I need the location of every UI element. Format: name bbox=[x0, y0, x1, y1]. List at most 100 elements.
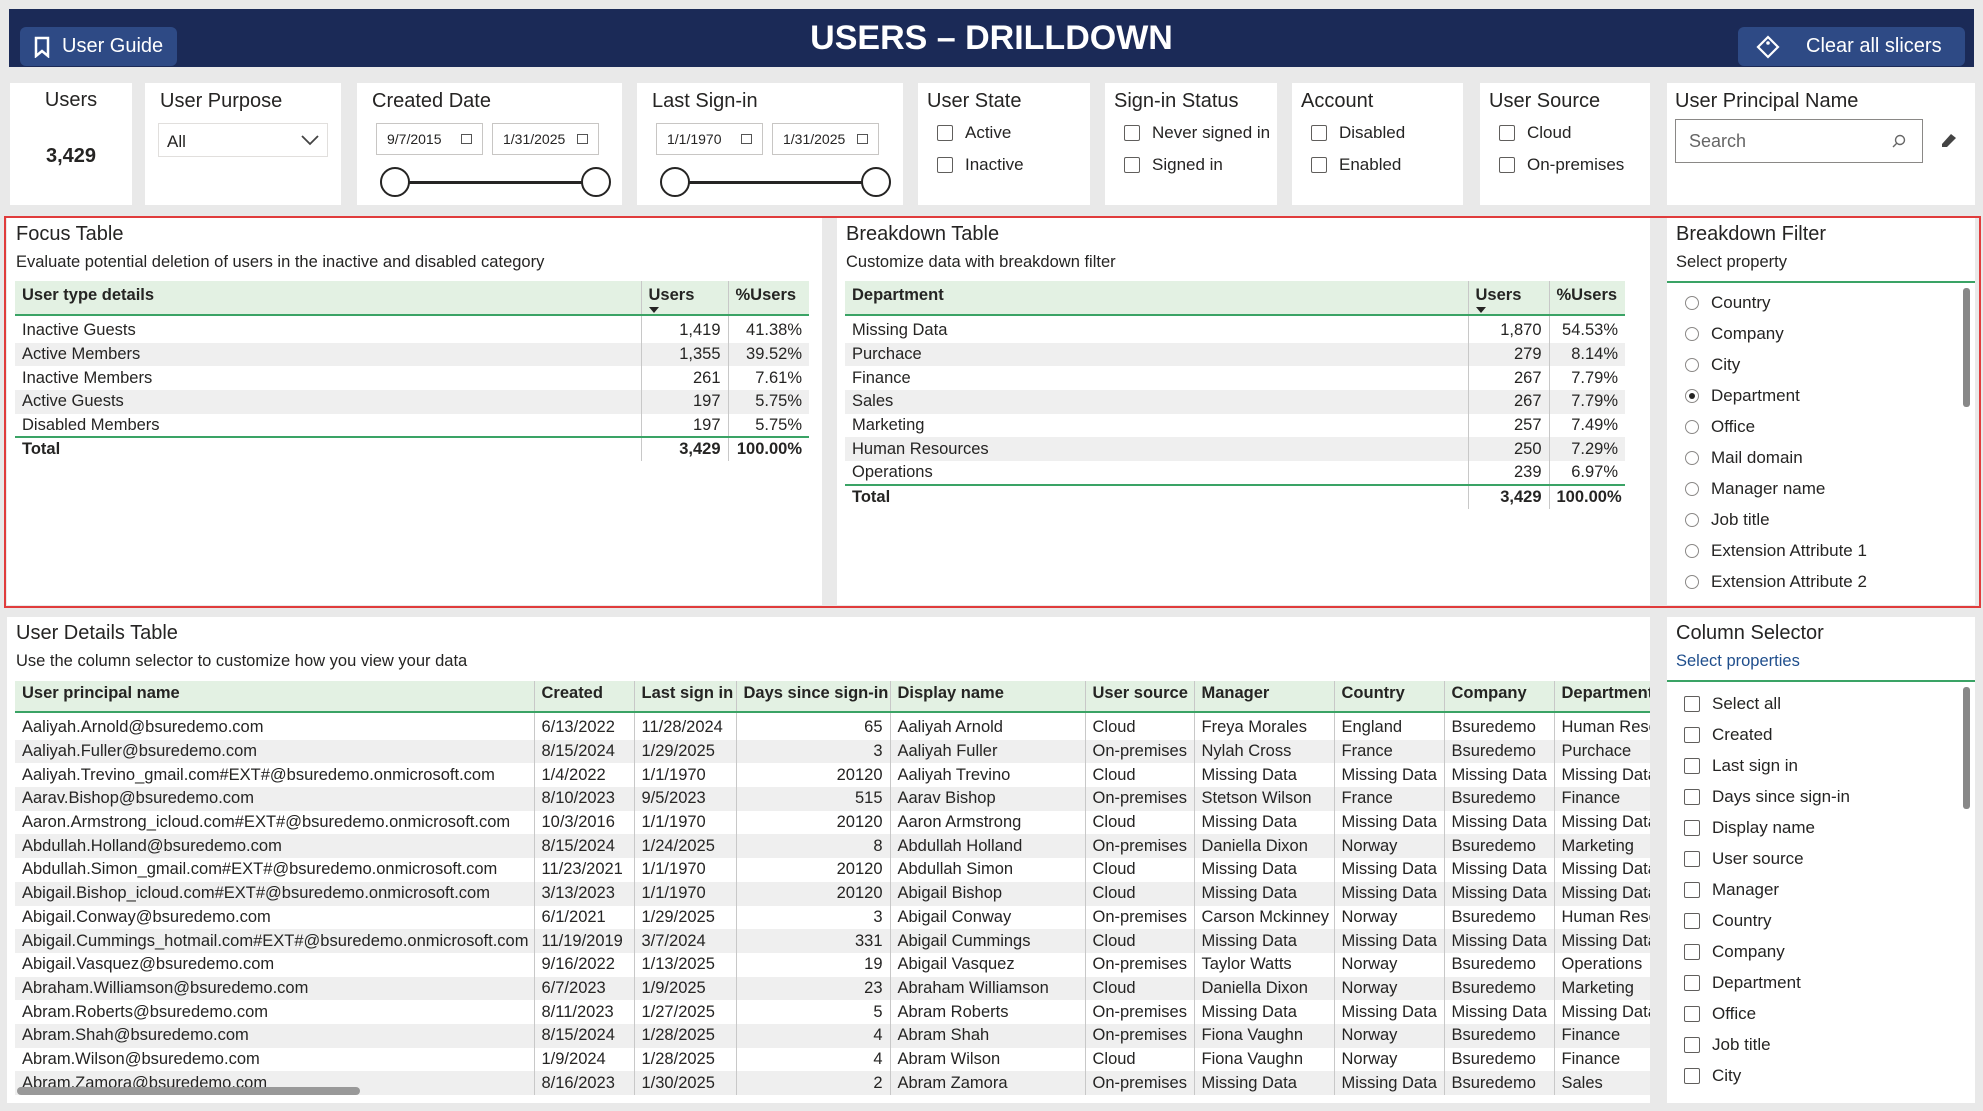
column-header[interactable]: Users bbox=[640, 281, 728, 316]
option[interactable]: City bbox=[1685, 355, 1740, 375]
table-row[interactable]: Aaron.Armstrong_icloud.com#EXT#@bsuredem… bbox=[15, 810, 1650, 835]
checkbox bbox=[1684, 820, 1700, 836]
option[interactable]: Extension Attribute 1 bbox=[1685, 541, 1867, 561]
table-row[interactable]: Sales 267 7.79% bbox=[845, 390, 1625, 414]
column-header[interactable]: User source bbox=[1084, 681, 1194, 713]
option[interactable]: Company bbox=[1685, 324, 1784, 344]
eraser-icon[interactable] bbox=[1940, 132, 1958, 148]
table-row[interactable]: Marketing 257 7.49% bbox=[845, 413, 1625, 438]
search-box[interactable]: Search bbox=[1675, 119, 1923, 163]
table-row[interactable]: Active Guests 197 5.75% bbox=[15, 390, 809, 414]
table-row[interactable]: Abigail.Conway@bsuredemo.com 6/1/2021 1/29… bbox=[15, 905, 1650, 930]
table-cell: Abraham.Williamson@bsuredemo.com bbox=[15, 976, 534, 1001]
column-header[interactable]: %Users bbox=[1548, 281, 1625, 316]
table-row[interactable]: Aaliyah.Trevino_gmail.com#EXT#@bsuredemo… bbox=[15, 763, 1650, 788]
option[interactable]: User source bbox=[1684, 849, 1804, 869]
date-input[interactable]: 1/1/1970 bbox=[656, 123, 763, 155]
table-row[interactable]: Missing Data 1,870 54.53% bbox=[845, 319, 1625, 343]
column-header[interactable]: Company bbox=[1443, 681, 1554, 713]
checkbox-option[interactable]: Disabled bbox=[1311, 123, 1405, 143]
table-row[interactable]: Abigail.Bishop_icloud.com#EXT#@bsuredemo… bbox=[15, 881, 1650, 906]
table-row[interactable]: Disabled Members 197 5.75% bbox=[15, 413, 809, 438]
checkbox-option[interactable]: Never signed in bbox=[1124, 123, 1270, 143]
slider-handle[interactable] bbox=[660, 167, 690, 197]
table-row[interactable]: Abigail.Vasquez@bsuredemo.com 9/16/2022 1/… bbox=[15, 952, 1650, 977]
column-header[interactable]: Department bbox=[1553, 681, 1650, 713]
checkbox-option[interactable]: Cloud bbox=[1499, 123, 1571, 143]
table-row[interactable]: Aaliyah.Fuller@bsuredemo.com 8/15/2024 1/2… bbox=[15, 739, 1650, 764]
table-cell: Human Resources bbox=[845, 437, 1468, 462]
option[interactable]: Job title bbox=[1684, 1035, 1771, 1055]
checkbox-option[interactable]: Active bbox=[937, 123, 1011, 143]
date-input[interactable]: 1/31/2025 bbox=[772, 123, 879, 155]
checkbox-option[interactable]: On-premises bbox=[1499, 155, 1624, 175]
table-row[interactable]: Aarav.Bishop@bsuredemo.com 8/10/2023 9/5/2… bbox=[15, 787, 1650, 811]
scrollbar[interactable] bbox=[1963, 687, 1970, 809]
column-header[interactable]: Users bbox=[1467, 281, 1549, 316]
table-row[interactable]: Inactive Members 261 7.61% bbox=[15, 366, 809, 391]
option-label: City bbox=[1711, 355, 1741, 374]
table-row[interactable]: Abraham.Williamson@bsuredemo.com 6/7/2023… bbox=[15, 976, 1650, 1001]
option[interactable]: Department bbox=[1685, 386, 1800, 406]
column-header[interactable]: Display name bbox=[889, 681, 1085, 713]
table-row[interactable]: Abram.Shah@bsuredemo.com 8/15/2024 1/28/20… bbox=[15, 1023, 1650, 1048]
table-row[interactable]: Abigail.Cummings_hotmail.com#EXT#@bsured… bbox=[15, 929, 1650, 953]
option[interactable]: Display name bbox=[1684, 818, 1815, 838]
column-header[interactable]: User type details bbox=[15, 281, 641, 316]
slider-handle[interactable] bbox=[861, 167, 891, 197]
column-header[interactable]: Country bbox=[1333, 681, 1444, 713]
option[interactable]: Office bbox=[1685, 417, 1755, 437]
option[interactable]: Extension Attribute 2 bbox=[1685, 572, 1867, 592]
table-cell: 20120 bbox=[735, 858, 890, 882]
date-input[interactable]: 9/7/2015 bbox=[376, 123, 483, 155]
clear-slicers-button[interactable]: Clear all slicers bbox=[1738, 27, 1965, 66]
column-header[interactable]: %Users bbox=[727, 281, 809, 316]
option[interactable]: Select all bbox=[1684, 694, 1781, 714]
option[interactable]: City bbox=[1684, 1066, 1741, 1086]
option[interactable]: Created bbox=[1684, 725, 1772, 745]
scrollbar[interactable] bbox=[1963, 288, 1970, 407]
option[interactable]: Country bbox=[1685, 293, 1771, 313]
table-row[interactable]: Human Resources 250 7.29% bbox=[845, 437, 1625, 462]
user-guide-button[interactable]: User Guide bbox=[20, 27, 178, 66]
table-row[interactable]: Abdullah.Holland@bsuredemo.com 8/15/2024 1… bbox=[15, 834, 1650, 859]
option[interactable]: Mail domain bbox=[1685, 448, 1803, 468]
checkbox-slicer: User State Active Inactive bbox=[918, 83, 1090, 205]
slider-handle[interactable] bbox=[380, 167, 410, 197]
spacer bbox=[640, 315, 728, 319]
option[interactable]: Manager name bbox=[1685, 479, 1825, 499]
option[interactable]: Last sign in bbox=[1684, 756, 1798, 776]
column-header[interactable]: Last sign in bbox=[633, 681, 736, 713]
column-header[interactable]: Department bbox=[845, 281, 1468, 316]
table-row[interactable]: Purchace 279 8.14% bbox=[845, 342, 1625, 367]
slider-handle[interactable] bbox=[581, 167, 611, 197]
table-cell: Missing Data bbox=[1193, 1071, 1334, 1095]
column-header[interactable]: Manager bbox=[1193, 681, 1334, 713]
table-row[interactable]: Abram.Wilson@bsuredemo.com 1/9/2024 1/28/2… bbox=[15, 1047, 1650, 1072]
table-row[interactable]: Active Members 1,355 39.52% bbox=[15, 342, 809, 367]
checkbox-option[interactable]: Enabled bbox=[1311, 155, 1401, 175]
option[interactable]: Department bbox=[1684, 973, 1801, 993]
option[interactable]: Company bbox=[1684, 942, 1785, 962]
option[interactable]: Office bbox=[1684, 1004, 1756, 1024]
option[interactable]: Days since sign-in bbox=[1684, 787, 1850, 807]
table-row[interactable]: Finance 267 7.79% bbox=[845, 366, 1625, 391]
option[interactable]: Manager bbox=[1684, 880, 1779, 900]
column-header[interactable]: Created bbox=[533, 681, 634, 713]
option[interactable]: Job title bbox=[1685, 510, 1770, 530]
table-row[interactable]: Abdullah.Simon_gmail.com#EXT#@bsuredemo.… bbox=[15, 858, 1650, 882]
table-row[interactable]: Aaliyah.Arnold@bsuredemo.com 6/13/2022 11/… bbox=[15, 716, 1650, 740]
column-header[interactable]: User principal name bbox=[15, 681, 534, 713]
table-row[interactable]: Operations 239 6.97% bbox=[845, 461, 1625, 485]
table-row[interactable]: Abram.Roberts@bsuredemo.com 8/11/2023 1/27… bbox=[15, 1000, 1650, 1024]
option[interactable]: Country bbox=[1684, 911, 1772, 931]
dropdown[interactable]: All bbox=[158, 123, 328, 157]
table-row[interactable]: Abram.Zamora@bsuredemo.com 8/16/2023 1/30/… bbox=[15, 1071, 1650, 1095]
scrollbar[interactable] bbox=[17, 1087, 360, 1095]
checkbox-option[interactable]: Inactive bbox=[937, 155, 1024, 175]
date-input[interactable]: 1/31/2025 bbox=[492, 123, 599, 155]
chevron bbox=[301, 135, 319, 146]
checkbox-option[interactable]: Signed in bbox=[1124, 155, 1223, 175]
table-row[interactable]: Inactive Guests 1,419 41.38% bbox=[15, 319, 809, 343]
column-header[interactable]: Days since sign-in bbox=[735, 681, 890, 713]
